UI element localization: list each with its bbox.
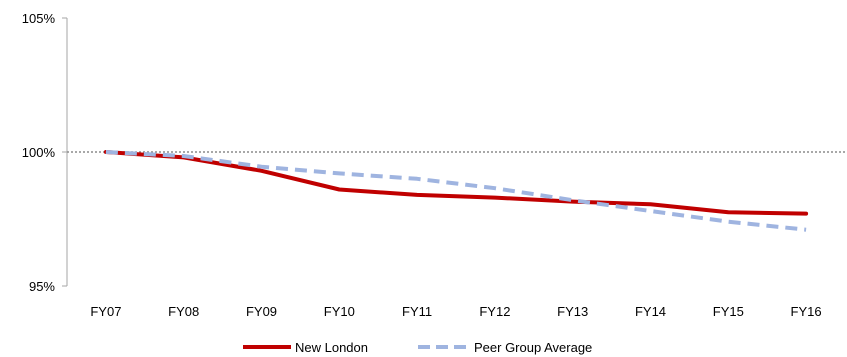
x-tick-label: FY09 (246, 304, 277, 319)
y-tick-label: 95% (29, 279, 55, 294)
x-tick-label: FY08 (168, 304, 199, 319)
x-tick-label: FY16 (791, 304, 822, 319)
x-tick-label: FY07 (90, 304, 121, 319)
x-tick-label: FY10 (324, 304, 355, 319)
series-line-new-london (103, 150, 809, 216)
x-tick-label: FY11 (402, 304, 432, 319)
y-axis: 95% 100% 105% (22, 11, 68, 294)
series-line-peer-group-average (105, 150, 807, 232)
legend-label-peer-group-average: Peer Group Average (474, 340, 592, 355)
legend-label-new-london: New London (295, 340, 368, 355)
x-tick-label: FY12 (479, 304, 510, 319)
x-tick-label: FY14 (635, 304, 666, 319)
series-group (103, 150, 809, 232)
legend: New London Peer Group Average (243, 340, 592, 355)
x-axis: FY07 FY08 FY09 FY10 FY11 FY12 FY13 FY14 FY15 FY16 (90, 304, 821, 319)
x-tick-label: FY15 (713, 304, 744, 319)
y-tick-label: 100% (22, 145, 56, 160)
y-tick-label: 105% (22, 11, 56, 26)
x-tick-label: FY13 (557, 304, 588, 319)
